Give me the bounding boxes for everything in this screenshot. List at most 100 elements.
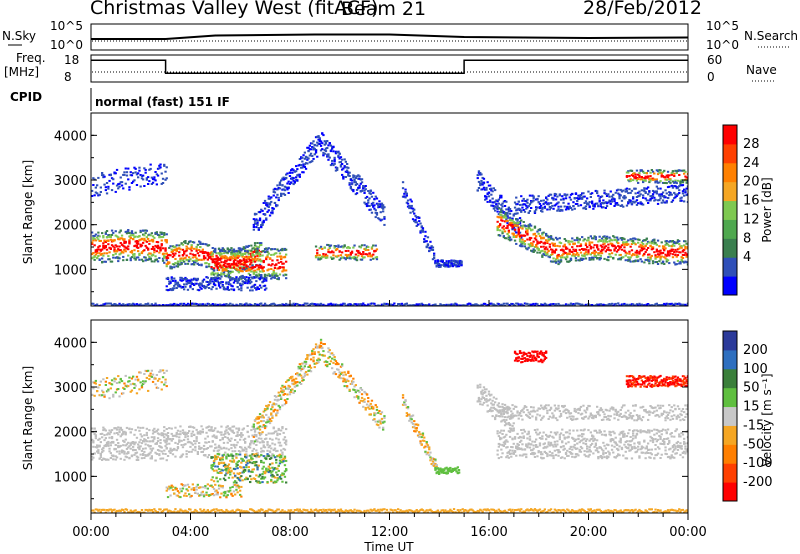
power-point xyxy=(156,167,160,170)
power-point xyxy=(581,303,584,306)
power-point xyxy=(559,256,563,259)
power-point xyxy=(521,241,524,244)
power-point xyxy=(440,260,443,263)
velocity-point xyxy=(191,448,194,451)
velocity-point xyxy=(93,427,96,430)
power-point xyxy=(637,173,640,176)
power-point xyxy=(324,256,328,259)
power-point xyxy=(563,304,566,306)
power-point xyxy=(186,279,190,282)
power-point xyxy=(262,280,265,283)
velocity-point xyxy=(103,439,106,442)
power-point xyxy=(598,252,601,255)
power-point xyxy=(253,248,257,251)
power-point xyxy=(216,274,219,277)
power-point xyxy=(589,245,592,248)
power-point xyxy=(540,240,543,243)
power-point xyxy=(333,246,336,249)
power-point xyxy=(207,303,211,305)
power-point xyxy=(612,193,615,196)
power-point xyxy=(118,257,121,260)
power-point xyxy=(247,267,250,270)
power-point xyxy=(255,264,258,267)
power-point xyxy=(561,209,564,212)
power-point xyxy=(523,234,527,237)
power-point xyxy=(122,255,125,258)
power-point xyxy=(343,302,346,305)
velocity-point xyxy=(169,447,172,450)
power-point xyxy=(591,200,594,203)
power-point xyxy=(648,241,651,244)
velocity-point xyxy=(94,437,97,440)
power-point xyxy=(502,211,505,214)
power-point xyxy=(669,240,672,242)
power-point xyxy=(605,240,609,243)
power-point xyxy=(256,286,259,289)
power-point xyxy=(569,240,573,243)
power-point xyxy=(527,205,530,208)
power-point xyxy=(497,216,500,219)
velocity-point xyxy=(204,437,207,440)
power-point xyxy=(591,237,594,240)
power-point xyxy=(405,192,408,195)
velocity-point xyxy=(193,426,196,429)
power-point xyxy=(261,254,264,257)
power-point xyxy=(250,268,253,270)
velocity-point xyxy=(143,440,146,443)
power-point xyxy=(625,244,629,246)
power-point xyxy=(663,195,666,197)
power-point xyxy=(557,263,560,266)
power-point xyxy=(262,213,265,216)
power-point xyxy=(630,169,634,172)
power-point xyxy=(639,258,642,261)
power-point xyxy=(548,208,551,211)
power-point xyxy=(363,189,366,192)
power-point xyxy=(190,278,193,281)
power-point xyxy=(147,248,150,251)
velocity-point xyxy=(99,380,102,383)
power-point xyxy=(245,255,248,258)
power-point xyxy=(525,227,528,230)
velocity-point xyxy=(225,426,228,429)
power-point xyxy=(110,240,114,243)
power-point xyxy=(300,157,303,160)
power-point xyxy=(581,192,584,195)
power-point xyxy=(290,169,293,172)
power-point xyxy=(617,188,620,191)
power-point xyxy=(623,302,626,305)
power-point xyxy=(124,167,127,170)
power-point xyxy=(341,163,344,165)
power-point xyxy=(603,246,606,249)
power-point xyxy=(118,253,121,256)
power-point xyxy=(263,248,267,250)
power-point xyxy=(205,280,208,283)
power-point xyxy=(654,255,657,258)
power-point xyxy=(588,244,591,246)
power-point xyxy=(508,304,512,306)
power-point xyxy=(186,259,190,262)
power-point xyxy=(117,238,120,241)
power-point xyxy=(239,269,242,272)
velocity-point xyxy=(201,450,204,453)
power-point xyxy=(151,240,155,243)
power-point xyxy=(221,304,224,306)
power-point xyxy=(578,259,581,262)
power-point xyxy=(363,304,366,306)
power-point xyxy=(608,249,611,252)
velocity-point xyxy=(110,379,114,382)
power-point xyxy=(217,273,221,276)
power-point xyxy=(554,260,558,263)
power-point xyxy=(280,255,283,258)
power-point xyxy=(308,148,311,151)
power-cbar-swatch xyxy=(723,143,737,164)
power-point xyxy=(322,154,325,157)
power-point xyxy=(161,182,165,184)
power-point xyxy=(545,197,548,200)
power-point xyxy=(283,248,287,251)
power-point xyxy=(434,261,437,264)
power-point xyxy=(133,236,136,239)
velocity-point xyxy=(110,437,114,440)
power-point xyxy=(515,209,518,212)
velocity-point xyxy=(205,441,208,444)
power-point xyxy=(625,175,629,177)
